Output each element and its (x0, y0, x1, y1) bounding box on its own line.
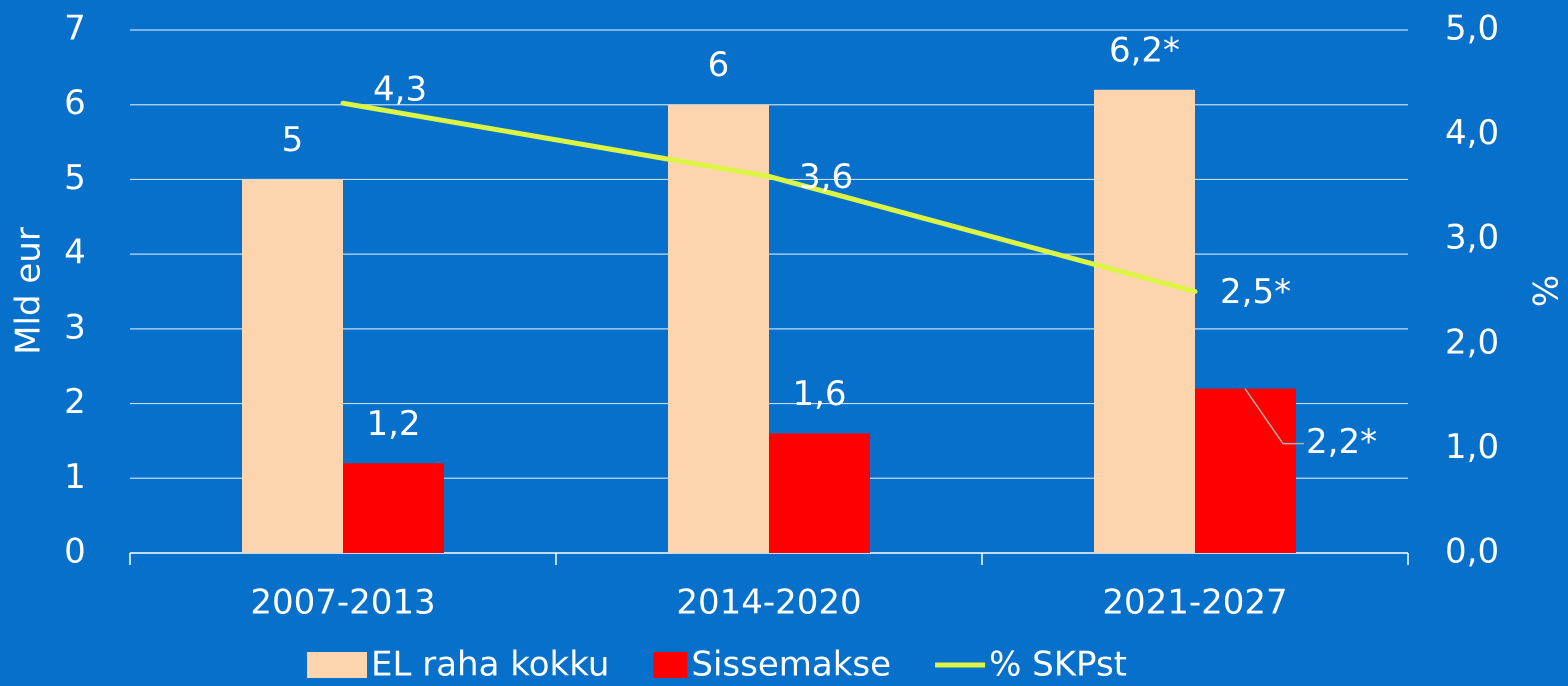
data-label: 3,6 (799, 157, 853, 197)
y2-tick-label: 5,0 (1445, 9, 1499, 49)
y2-tick-label: 0,0 (1445, 532, 1499, 572)
x-tick-label: 2021-2027 (1102, 583, 1287, 623)
line (340, 100, 1198, 294)
bar (1094, 89, 1195, 554)
y-tick-label: 7 (64, 9, 86, 49)
data-label: 6,2* (1109, 30, 1180, 70)
y2-tick-label: 4,0 (1445, 113, 1499, 153)
data-label: 6 (708, 45, 730, 85)
y-tick-label: 0 (64, 532, 86, 572)
legend-label: % SKPst (989, 645, 1127, 685)
legend-swatch (307, 652, 367, 678)
y-axis-label: Mld eur (9, 227, 49, 355)
y2-axis-label: % (1527, 275, 1567, 307)
data-label: 5 (282, 120, 304, 160)
y2-tick-label: 3,0 (1445, 218, 1499, 258)
y-tick-label: 1 (64, 457, 86, 497)
leader-line (1244, 388, 1304, 445)
data-label: 1,6 (792, 374, 846, 414)
bar (1195, 388, 1296, 553)
y-tick-label: 4 (64, 233, 86, 273)
legend-label: EL raha kokku (371, 645, 609, 685)
y-tick-label: 5 (64, 158, 86, 198)
legend-swatch (653, 652, 688, 678)
y2-tick-label: 1,0 (1445, 427, 1499, 467)
y-tick-label: 6 (64, 83, 86, 123)
data-label: 4,3 (373, 70, 427, 110)
y2-tick-label: 2,0 (1445, 322, 1499, 362)
y-tick-label: 2 (64, 382, 86, 422)
data-label: 2,2* (1306, 422, 1377, 462)
data-label: 1,2 (366, 404, 420, 444)
bar (242, 179, 343, 553)
x-tick-label: 2007-2013 (250, 583, 435, 623)
data-label: 2,5* (1220, 272, 1291, 312)
y-tick-label: 3 (64, 307, 86, 347)
x-tick-label: 2014-2020 (676, 583, 861, 623)
bar (668, 104, 769, 553)
bar (769, 433, 870, 553)
bar (343, 463, 444, 553)
legend-label: Sissemakse (691, 645, 891, 685)
